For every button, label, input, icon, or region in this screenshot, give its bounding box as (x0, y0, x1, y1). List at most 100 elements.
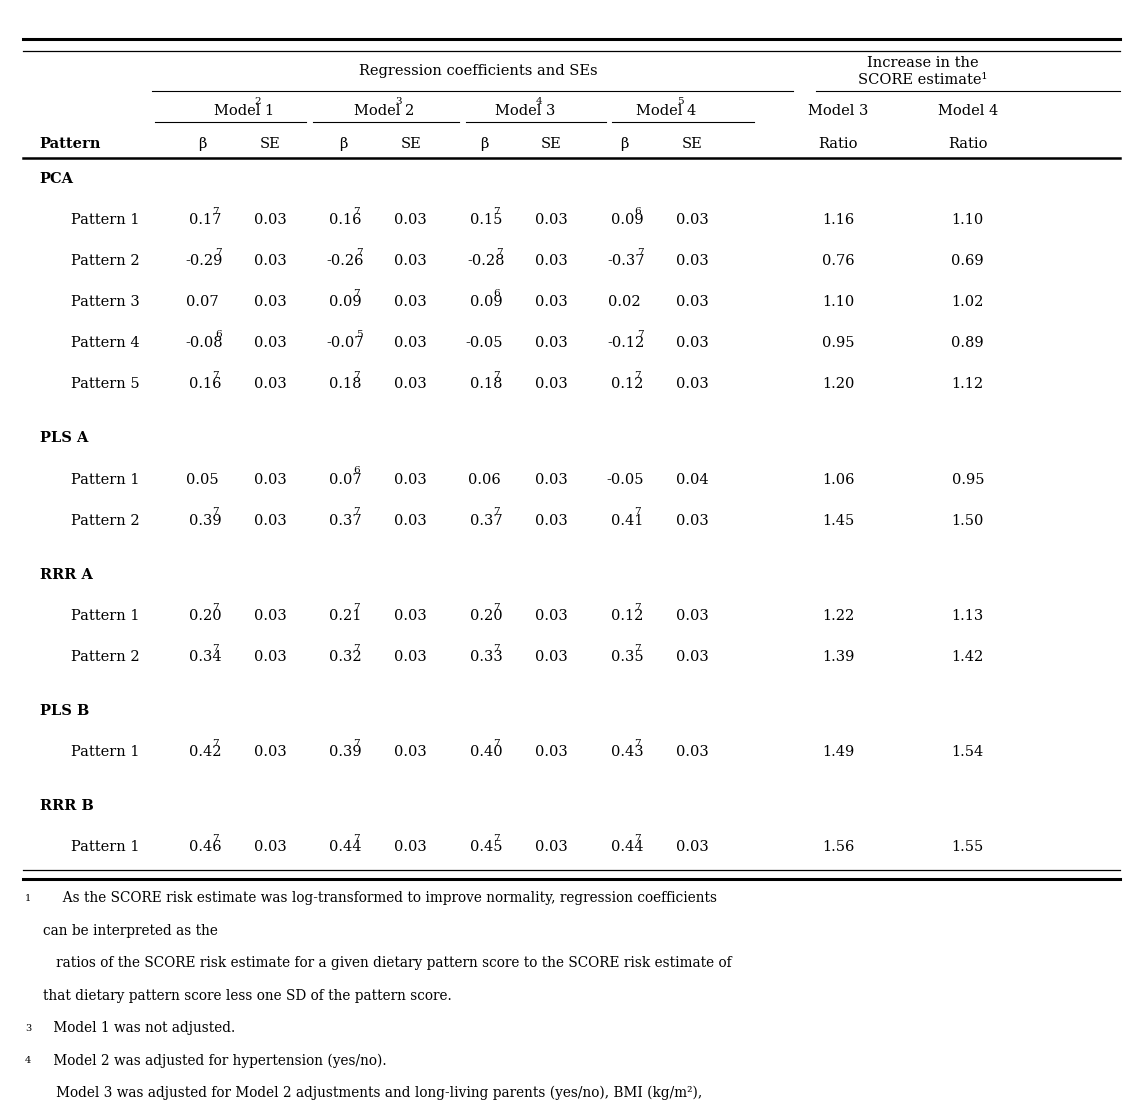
Text: 7: 7 (494, 508, 501, 517)
Text: Pattern 3: Pattern 3 (71, 295, 140, 309)
Text: 0.03: 0.03 (254, 840, 287, 854)
Text: 0.09: 0.09 (329, 295, 362, 309)
Text: 7: 7 (637, 247, 644, 257)
Text: 0.69: 0.69 (952, 254, 984, 268)
Text: Model 3: Model 3 (495, 104, 556, 118)
Text: β: β (620, 137, 629, 151)
Text: -0.12: -0.12 (607, 337, 645, 350)
Text: 0.03: 0.03 (395, 213, 427, 226)
Text: -0.05: -0.05 (465, 337, 503, 350)
Text: 7: 7 (212, 644, 219, 652)
Text: 7: 7 (634, 603, 641, 612)
Text: 1.02: 1.02 (952, 295, 984, 309)
Text: 1.54: 1.54 (952, 745, 984, 760)
Text: Pattern 1: Pattern 1 (71, 608, 140, 623)
Text: 7: 7 (494, 206, 501, 215)
Text: 0.03: 0.03 (395, 473, 427, 487)
Text: SE: SE (541, 137, 561, 151)
Text: 0.18: 0.18 (470, 378, 503, 391)
Text: 0.34: 0.34 (188, 650, 222, 664)
Text: 0.03: 0.03 (676, 840, 708, 854)
Text: 0.16: 0.16 (188, 378, 222, 391)
Text: Increase in the: Increase in the (867, 56, 978, 70)
Text: 1.56: 1.56 (822, 840, 854, 854)
Text: 5: 5 (356, 330, 363, 339)
Text: 0.03: 0.03 (395, 295, 427, 309)
Text: 7: 7 (494, 603, 501, 612)
Text: 0.16: 0.16 (329, 213, 362, 226)
Text: 0.39: 0.39 (188, 513, 222, 528)
Text: Pattern 1: Pattern 1 (71, 840, 140, 854)
Text: ratios of the SCORE risk estimate for a given dietary pattern score to the SCORE: ratios of the SCORE risk estimate for a … (42, 956, 731, 970)
Text: Pattern 2: Pattern 2 (71, 513, 140, 528)
Text: 0.35: 0.35 (611, 650, 643, 664)
Text: 7: 7 (212, 371, 219, 380)
Text: 1.49: 1.49 (822, 745, 854, 760)
Text: 1.45: 1.45 (822, 513, 854, 528)
Text: PLS A: PLS A (39, 432, 88, 445)
Text: 7: 7 (352, 739, 359, 749)
Text: -0.26: -0.26 (326, 254, 364, 268)
Text: 7: 7 (212, 739, 219, 749)
Text: 0.03: 0.03 (395, 608, 427, 623)
Text: 0.03: 0.03 (535, 378, 568, 391)
Text: 1.12: 1.12 (952, 378, 984, 391)
Text: Pattern 2: Pattern 2 (71, 650, 140, 664)
Text: 7: 7 (634, 644, 641, 652)
Text: 0.40: 0.40 (470, 745, 503, 760)
Text: 1: 1 (25, 894, 31, 903)
Text: β: β (199, 137, 207, 151)
Text: 5: 5 (676, 97, 683, 106)
Text: 0.03: 0.03 (676, 213, 708, 226)
Text: 0.03: 0.03 (254, 745, 287, 760)
Text: 7: 7 (352, 371, 359, 380)
Text: 1.10: 1.10 (952, 213, 984, 226)
Text: SCORE estimate¹: SCORE estimate¹ (858, 73, 987, 87)
Text: 0.03: 0.03 (395, 650, 427, 664)
Text: 3: 3 (395, 97, 402, 106)
Text: 7: 7 (352, 603, 359, 612)
Text: 0.03: 0.03 (254, 513, 287, 528)
Text: 0.45: 0.45 (470, 840, 503, 854)
Text: Model 2: Model 2 (355, 104, 414, 118)
Text: 0.03: 0.03 (535, 650, 568, 664)
Text: Ratio: Ratio (819, 137, 859, 151)
Text: 7: 7 (634, 508, 641, 517)
Text: Regression coefficients and SEs: Regression coefficients and SEs (359, 64, 598, 77)
Text: PLS B: PLS B (39, 704, 88, 718)
Text: Ratio: Ratio (948, 137, 987, 151)
Text: 7: 7 (496, 247, 503, 257)
Text: 3: 3 (25, 1023, 31, 1032)
Text: 6: 6 (215, 330, 222, 339)
Text: 7: 7 (494, 739, 501, 749)
Text: 0.76: 0.76 (822, 254, 855, 268)
Text: 0.17: 0.17 (188, 213, 222, 226)
Text: 0.03: 0.03 (535, 473, 568, 487)
Text: 0.03: 0.03 (254, 378, 287, 391)
Text: 0.03: 0.03 (395, 513, 427, 528)
Text: can be interpreted as the: can be interpreted as the (42, 924, 218, 937)
Text: Model 1 was not adjusted.: Model 1 was not adjusted. (48, 1021, 235, 1036)
Text: 0.42: 0.42 (188, 745, 222, 760)
Text: 0.03: 0.03 (676, 608, 708, 623)
Text: 7: 7 (352, 644, 359, 652)
Text: SE: SE (401, 137, 421, 151)
Text: 0.33: 0.33 (470, 650, 503, 664)
Text: 0.03: 0.03 (535, 337, 568, 350)
Text: 0.06: 0.06 (467, 473, 501, 487)
Text: 0.05: 0.05 (186, 473, 219, 487)
Text: 0.46: 0.46 (188, 840, 222, 854)
Text: 6: 6 (634, 206, 641, 215)
Text: -0.28: -0.28 (467, 254, 505, 268)
Text: 0.03: 0.03 (676, 337, 708, 350)
Text: 1.39: 1.39 (822, 650, 854, 664)
Text: 0.12: 0.12 (611, 608, 643, 623)
Text: 0.03: 0.03 (535, 254, 568, 268)
Text: 0.20: 0.20 (470, 608, 503, 623)
Text: 0.44: 0.44 (329, 840, 362, 854)
Text: 7: 7 (212, 508, 219, 517)
Text: Model 4: Model 4 (636, 104, 696, 118)
Text: Model 3 was adjusted for Model 2 adjustments and long-living parents (yes/no), B: Model 3 was adjusted for Model 2 adjustm… (42, 1086, 703, 1101)
Text: 0.03: 0.03 (676, 513, 708, 528)
Text: 7: 7 (215, 247, 222, 257)
